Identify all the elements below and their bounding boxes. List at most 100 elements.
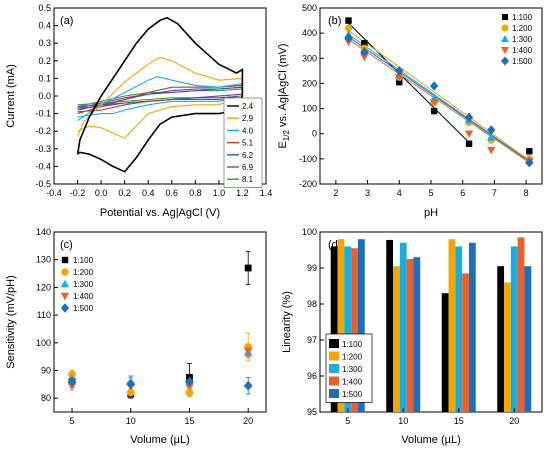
- panel-c-xtick-label: 5: [70, 416, 75, 426]
- panel-d-bar-1-200-5: [337, 239, 345, 412]
- panel-d-ytick-label: 97: [307, 335, 317, 345]
- panel-d-frame: [319, 231, 543, 413]
- panel-c-point-1-200: [126, 388, 135, 397]
- panel-c-sensitivity: (c) 80 90 100 110 120 130 140 5 10 15 20 1:100 1:20…: [5, 227, 267, 446]
- panel-b-ytick-label: -100: [299, 154, 317, 164]
- panel-c-legend-swatch-1-100: [61, 256, 69, 264]
- panel-b-xtick-label: 5: [428, 188, 433, 198]
- panel-a-series-2-4-line: [76, 16, 244, 173]
- panel-b-ylabel-main: E: [277, 141, 289, 148]
- panel-b-point-1-100: [345, 17, 352, 24]
- panel-a-ytick-label: -0.5: [35, 179, 51, 189]
- panel-b-legend-swatch-1-500: [501, 56, 509, 66]
- panel-d-legend-label-1-400: 1:400: [342, 378, 363, 387]
- panel-a-ytick-label: 0.4: [38, 21, 51, 31]
- panel-b-xtick-label: 6: [460, 188, 465, 198]
- panel-c-legend-label-1-200: 1:200: [73, 268, 94, 277]
- panel-c-ytick-label: 130: [36, 255, 51, 265]
- panel-b-point-1-500: [487, 125, 496, 135]
- panel-d-ylabel: Linearity (%): [281, 291, 293, 353]
- panel-a-ylabel: Current (mA): [5, 64, 17, 128]
- panel-c-legend-label-1-400: 1:400: [73, 292, 94, 301]
- panel-a-legend-label-6-9: 6.9: [242, 163, 254, 172]
- panel-d-legend-label-1-200: 1:200: [342, 353, 363, 362]
- panel-d-bar-1-400-5: [351, 248, 358, 412]
- panel-b-legend-swatch-1-100: [502, 14, 508, 20]
- panel-c-xlabel: Volume (µL): [130, 434, 190, 446]
- panel-a-ytick-label: 0.2: [38, 56, 51, 66]
- panel-a-xtick-label: -0.4: [46, 188, 62, 198]
- panel-d-legend-label-1-100: 1:100: [342, 340, 363, 349]
- panel-c-point-1-500: [67, 376, 77, 387]
- panel-a-xtick-label: 0.6: [166, 188, 179, 198]
- panel-b-xtick-label: 3: [365, 188, 370, 198]
- panel-a-xtick-label: 0.0: [95, 188, 108, 198]
- panel-a-legend-label-4-0: 4.0: [242, 126, 254, 135]
- panel-d-bar-1-400-20: [517, 237, 525, 412]
- panel-b-half-wave-potential: (b) -200 -100 0 100 200 300 400 500 2 3 4 5 6 7 8 1:10…: [277, 3, 543, 219]
- panel-c-xtick-label: 15: [184, 416, 194, 426]
- panel-c-ylabel: Sensitivity (mV/pH): [5, 275, 17, 369]
- panel-d-bar-1-100-5: [330, 246, 338, 412]
- panel-d-ytick-label: 100: [302, 227, 317, 237]
- panel-b-point-1-300: [487, 133, 496, 141]
- panel-c-legend-swatch-1-500: [60, 303, 70, 313]
- panel-a-cyclic-voltammogram: (a) -0.5-0.4-0.3-0.2-0.10.00.10.20.30.40…: [5, 3, 272, 219]
- panel-b-point-1-400: [429, 99, 439, 107]
- panel-b-legend-label-1-300: 1:300: [512, 35, 533, 44]
- panel-b-xlabel: pH: [424, 207, 438, 219]
- panel-a-ytick-label: -0.1: [35, 109, 51, 119]
- panel-d-xtick-label: 20: [509, 416, 519, 426]
- panel-b-ylabel-sub: 1/2: [282, 130, 291, 142]
- panel-c-point-1-500: [126, 379, 136, 390]
- panel-a-xtick-label: 0.8: [189, 188, 202, 198]
- panel-b-ytick-label: 400: [302, 28, 317, 38]
- panel-c-legend-swatch-1-400: [60, 292, 70, 301]
- panel-d-bar-1-500-20: [524, 266, 532, 412]
- panel-d-bar-1-500-15: [468, 242, 476, 412]
- panel-b-label: (b): [328, 15, 341, 27]
- panel-d-bar-1-200-10: [393, 266, 400, 412]
- panel-d-bar-1-400-15: [462, 273, 469, 412]
- panel-a-ytick-label: -0.3: [35, 144, 51, 154]
- panel-a-ytick-label: 0.1: [38, 73, 51, 83]
- panel-d-bar-1-100-15: [441, 293, 449, 412]
- panel-a-xtick-label: 1.4: [260, 188, 273, 198]
- panel-b-ytick-label: 100: [302, 104, 317, 114]
- panel-c-xtick-label: 20: [243, 416, 253, 426]
- panel-b-xtick-label: 8: [524, 188, 529, 198]
- panel-b-point-1-400: [360, 53, 369, 62]
- panel-c-ytick-label: 120: [36, 282, 51, 292]
- panel-b-point-1-400: [487, 146, 496, 155]
- panel-b-point-1-500: [395, 66, 404, 76]
- panel-b-point-1-200: [344, 24, 353, 32]
- panel-d-bar-1-100-20: [497, 266, 505, 412]
- panel-c-legend-swatch-1-300: [60, 279, 70, 288]
- panel-b-legend-label-1-100: 1:100: [512, 13, 533, 22]
- panel-b-fit-line-1-200: [348, 30, 530, 161]
- panel-d-xtick-label: 5: [345, 416, 350, 426]
- panel-b-point-1-500: [525, 157, 534, 168]
- panel-a-legend-label-8-1: 8.1: [242, 175, 254, 184]
- panel-b-ytick-label: 0: [312, 129, 317, 139]
- panel-a-ytick-label: 0.3: [38, 38, 51, 48]
- panel-b-point-1-500: [429, 81, 439, 91]
- panel-d-legend-swatch-1-400: [329, 376, 339, 386]
- panel-a-xtick-label: 1.0: [213, 188, 226, 198]
- panel-b-point-1-100: [526, 148, 533, 155]
- panel-b-ylabel-rest: vs. Ag|AgCl (mV): [277, 43, 289, 130]
- panel-c-point-1-500: [243, 380, 253, 391]
- panel-d-xlabel: Volume (µL): [401, 434, 461, 446]
- panel-d-legend-swatch-1-500: [329, 389, 339, 398]
- panel-b-ytick-label: 500: [302, 3, 317, 13]
- panel-d-legend-swatch-1-300: [329, 364, 339, 373]
- panel-b-point-1-100: [430, 107, 438, 115]
- panel-a-xlabel: Potential vs. Ag|AgCl (V): [100, 207, 220, 219]
- panel-c-point-1-400: [243, 347, 253, 356]
- panel-d-bar-1-400-10: [406, 259, 414, 412]
- panel-c-ytick-label: 100: [36, 338, 51, 348]
- panel-c-point-1-200: [185, 388, 194, 397]
- panel-d-bar-1-300-5: [344, 246, 352, 412]
